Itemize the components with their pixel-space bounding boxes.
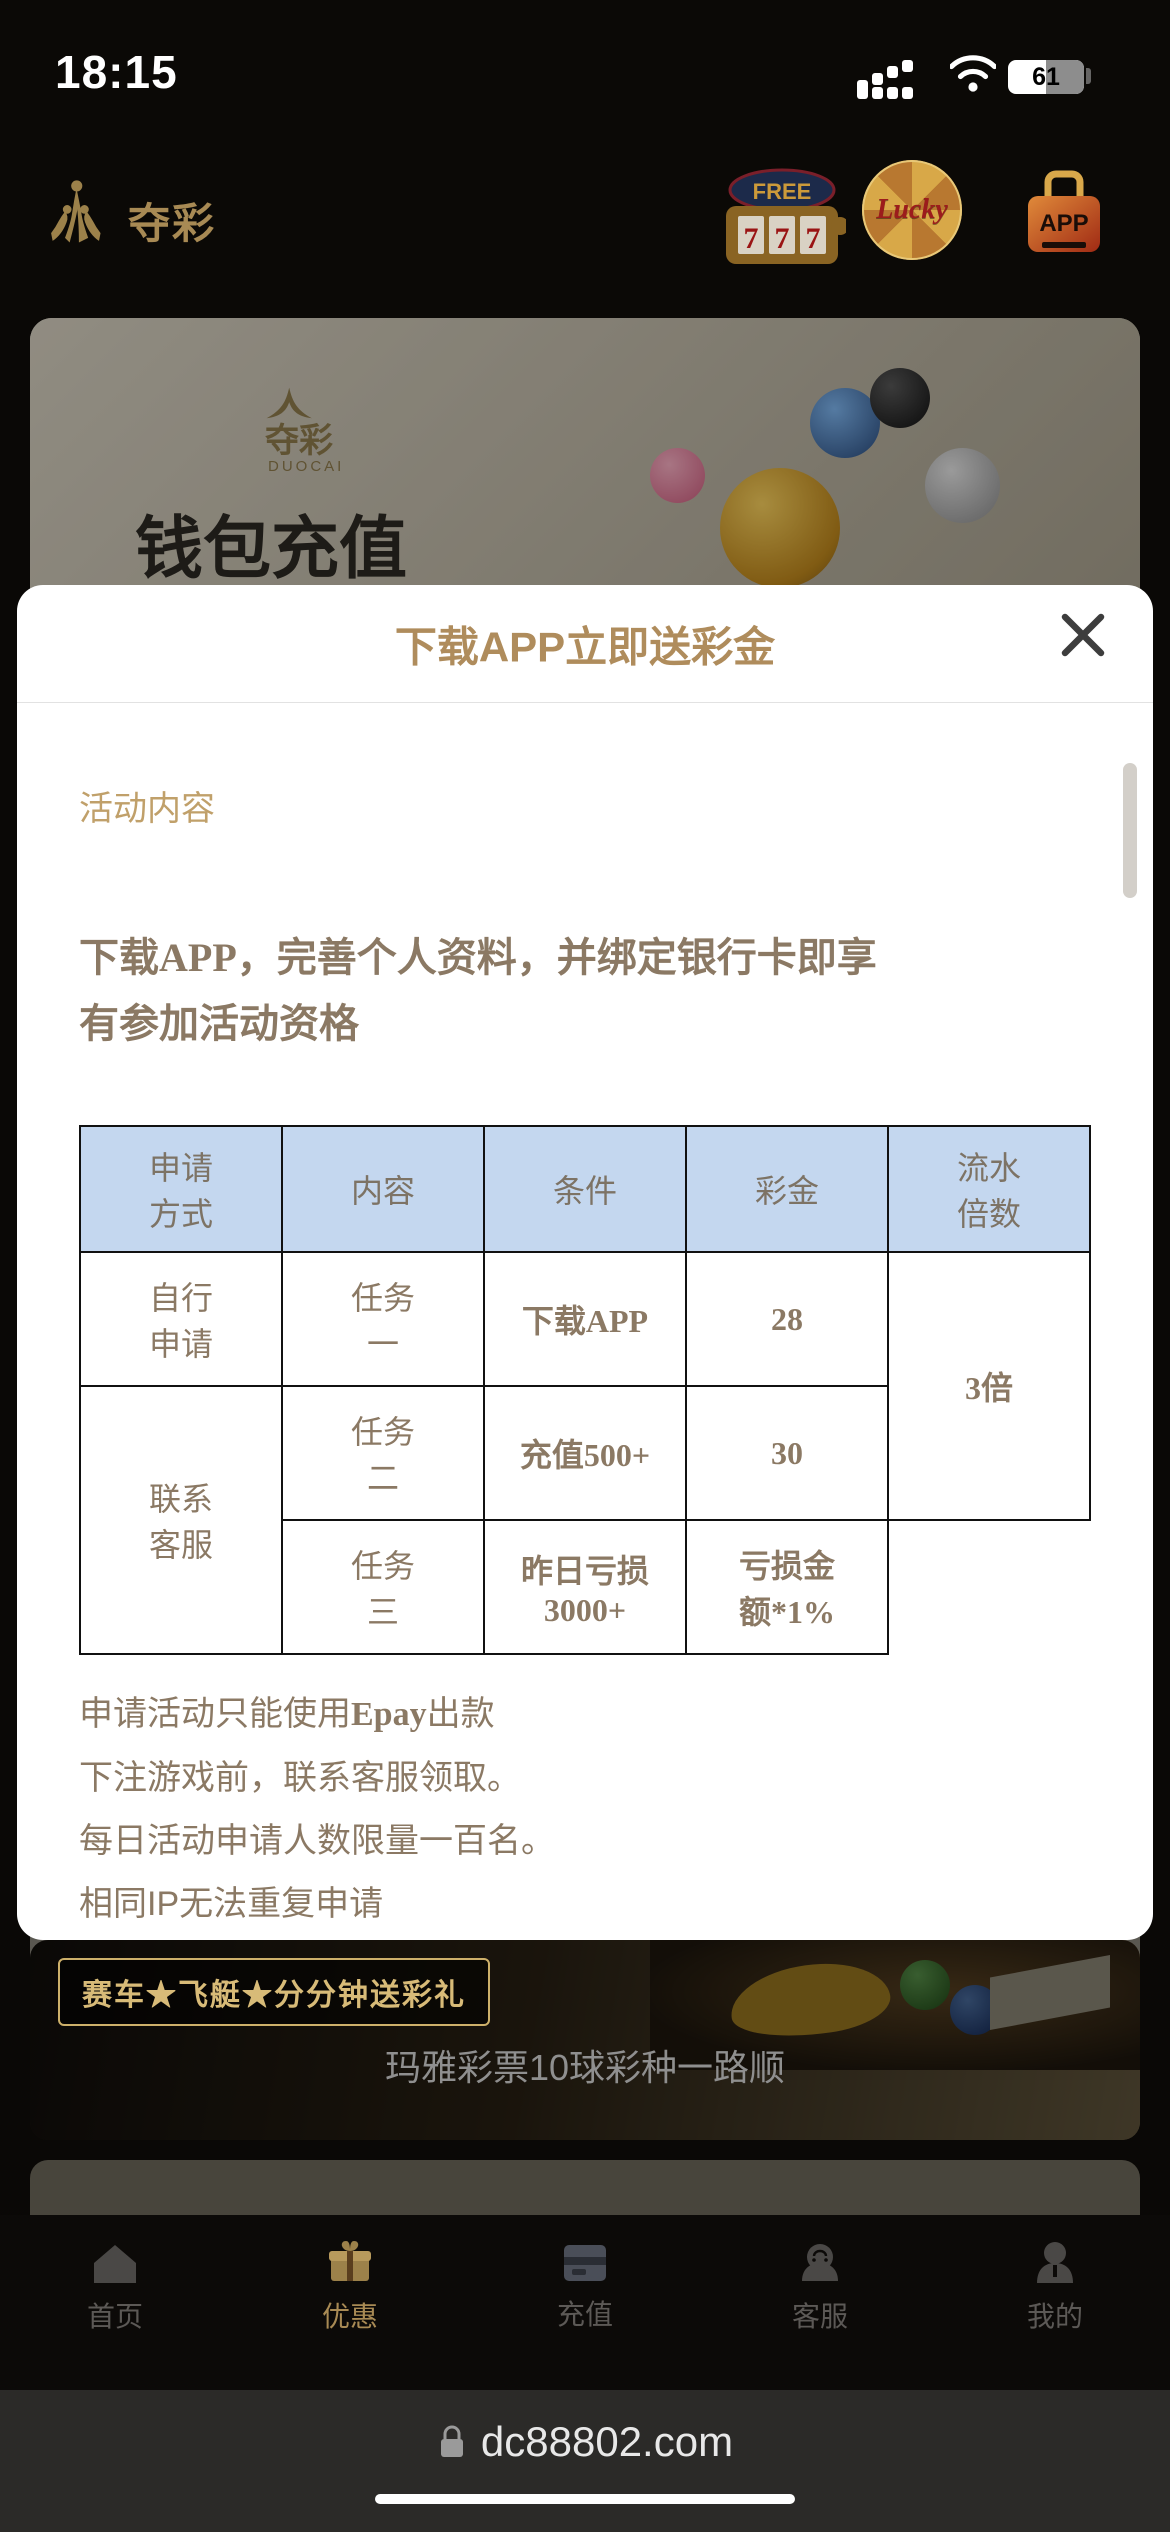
svg-text:FREE: FREE — [753, 179, 812, 204]
svg-text:APP: APP — [1039, 210, 1088, 237]
svg-text:7: 7 — [775, 222, 790, 255]
svg-text:7: 7 — [806, 222, 821, 255]
svg-text:7: 7 — [744, 222, 759, 255]
